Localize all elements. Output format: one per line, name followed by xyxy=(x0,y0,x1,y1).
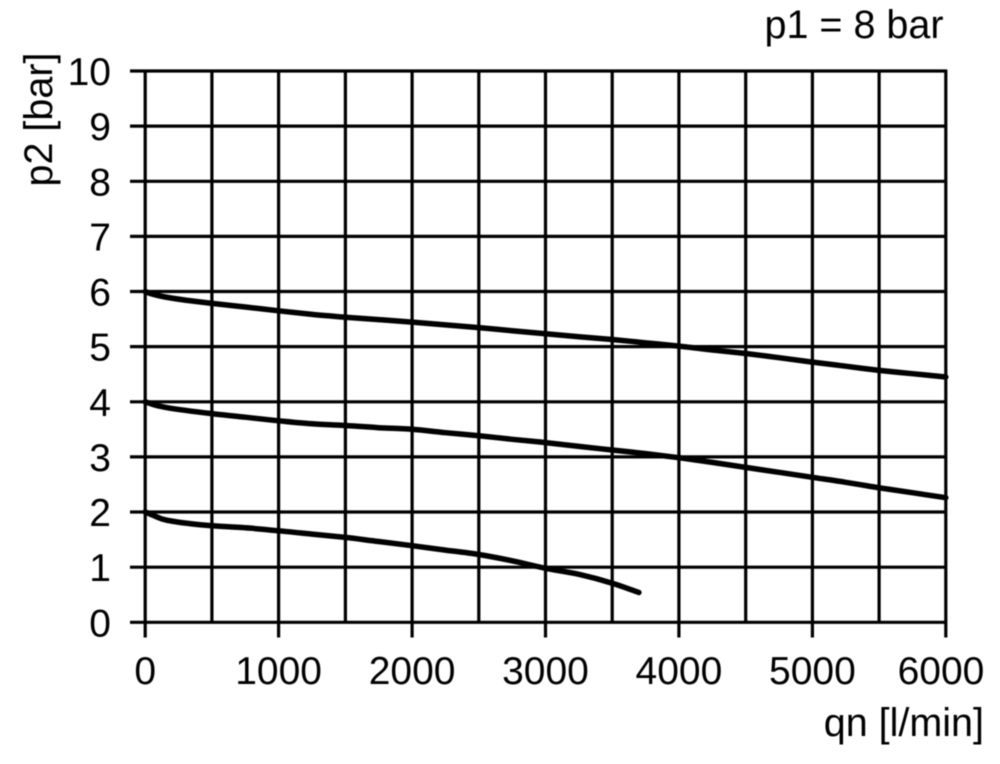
svg-text:5000: 5000 xyxy=(769,650,856,693)
svg-text:10: 10 xyxy=(68,51,111,94)
svg-text:6000: 6000 xyxy=(898,650,985,693)
svg-text:p2 [bar]: p2 [bar] xyxy=(17,53,61,187)
svg-text:1: 1 xyxy=(89,547,111,590)
svg-text:4: 4 xyxy=(89,382,111,425)
svg-text:p1 = 8 bar: p1 = 8 bar xyxy=(765,3,944,47)
svg-text:4000: 4000 xyxy=(636,650,723,693)
svg-text:0: 0 xyxy=(134,650,156,693)
svg-text:2: 2 xyxy=(89,492,111,535)
svg-text:2000: 2000 xyxy=(369,650,456,693)
svg-text:8: 8 xyxy=(89,161,111,204)
svg-text:qn [l/min]: qn [l/min] xyxy=(824,701,984,745)
svg-text:1000: 1000 xyxy=(235,650,322,693)
svg-text:0: 0 xyxy=(89,602,111,645)
svg-text:6: 6 xyxy=(89,272,111,315)
svg-text:9: 9 xyxy=(89,106,111,149)
svg-text:3000: 3000 xyxy=(502,650,589,693)
svg-text:7: 7 xyxy=(89,216,111,259)
svg-text:3: 3 xyxy=(89,437,111,480)
svg-text:5: 5 xyxy=(89,327,111,370)
